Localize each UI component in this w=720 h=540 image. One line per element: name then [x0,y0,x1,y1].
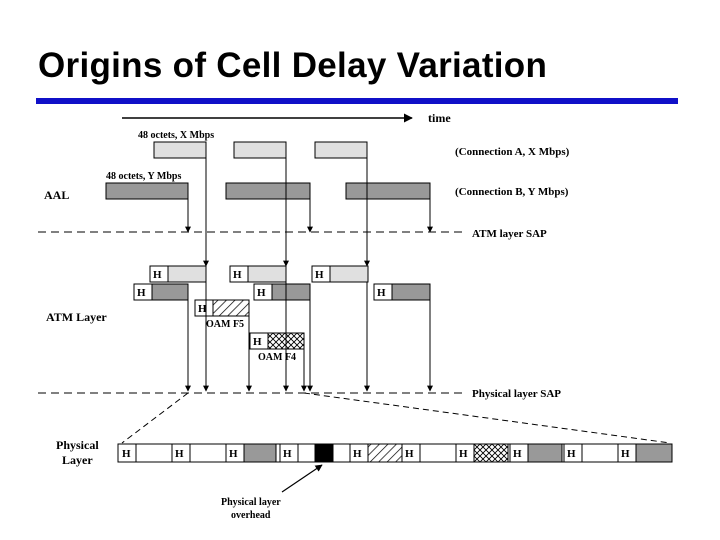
oam-f5-label: OAM F5 [206,319,244,330]
svg-text:H: H [405,448,414,460]
cell-flow-arrows [185,158,433,392]
slide-title: Origins of Cell Delay Variation [38,46,548,85]
physical-header-labels: H H H H H H H H H H [122,448,630,460]
atm-layer-label: ATM Layer [46,310,107,324]
atm-light-cells [149,265,369,283]
time-label: time [428,111,451,125]
overhead-label-2: overhead [231,510,271,521]
overhead-label-1: Physical layer [221,497,281,508]
svg-text:H: H [459,448,468,460]
svg-text:H: H [283,448,292,460]
svg-text:H: H [315,269,324,281]
conn-a-label: (Connection A, X Mbps) [455,146,570,158]
expand-right-line [303,392,671,444]
overhead-arrow [281,464,323,493]
svg-text:H: H [567,448,576,460]
svg-text:H: H [621,448,630,460]
svg-text:H: H [253,336,262,348]
svg-text:H: H [229,448,238,460]
svg-text:H: H [257,287,266,299]
physical-layer-label-2: Layer [62,453,93,467]
physical-layer-label-1: Physical [56,438,99,452]
conn-a-cells [153,141,368,159]
physical-sap-label: Physical layer SAP [472,388,561,400]
title-underline [36,98,678,104]
svg-text:H: H [377,287,386,299]
conn-b-label: (Connection B, Y Mbps) [455,186,569,198]
conn-b-cells [105,182,431,200]
svg-text:H: H [353,448,362,460]
conn-a-size-label: 48 octets, X Mbps [138,130,214,141]
svg-text:H: H [122,448,131,460]
svg-text:H: H [175,448,184,460]
svg-text:H: H [198,303,207,315]
svg-text:H: H [233,269,242,281]
oam-f4-label: OAM F4 [258,352,296,363]
physical-cell-stream [117,443,673,463]
aal-layer-label: AAL [44,188,69,202]
expand-left-line [121,392,189,444]
atm-sap-label: ATM layer SAP [472,228,547,240]
conn-b-size-label: 48 octets, Y Mbps [106,171,181,182]
svg-text:H: H [513,448,522,460]
svg-text:H: H [153,269,162,281]
atm-dark-cells [133,283,431,301]
svg-text:H: H [137,287,146,299]
atm-header-labels: H H H H H H H H [137,269,386,348]
